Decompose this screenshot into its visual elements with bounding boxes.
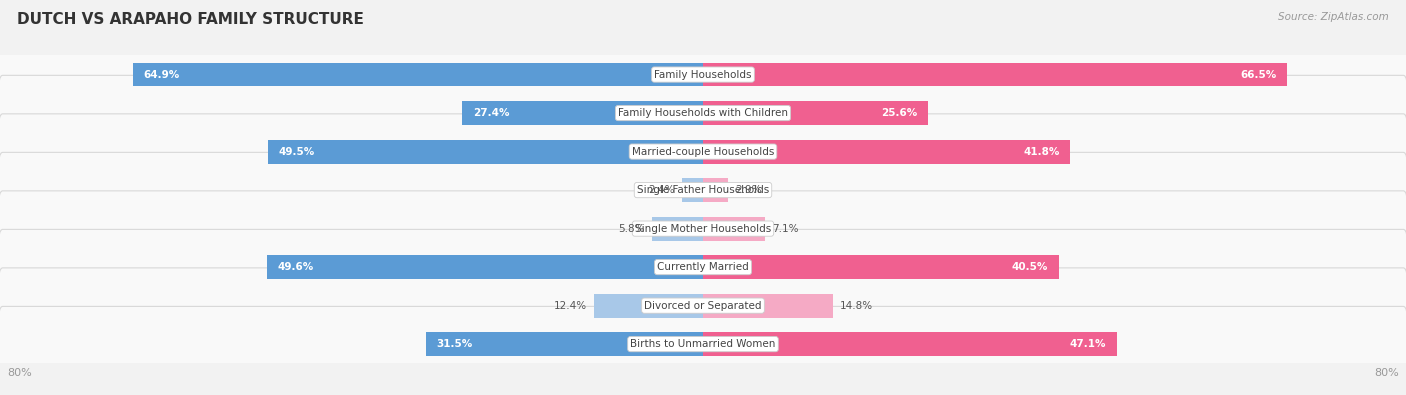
Text: Births to Unmarried Women: Births to Unmarried Women — [630, 339, 776, 349]
FancyBboxPatch shape — [0, 191, 1406, 266]
FancyBboxPatch shape — [0, 268, 1406, 343]
Bar — [267, 255, 703, 279]
Text: 41.8%: 41.8% — [1024, 147, 1060, 156]
Text: 80%: 80% — [1374, 368, 1399, 378]
Bar — [269, 140, 703, 164]
Text: 49.6%: 49.6% — [278, 262, 314, 272]
Text: Single Mother Households: Single Mother Households — [636, 224, 770, 233]
Text: 49.5%: 49.5% — [278, 147, 315, 156]
FancyBboxPatch shape — [0, 37, 1406, 112]
Text: Married-couple Households: Married-couple Households — [631, 147, 775, 156]
Text: 66.5%: 66.5% — [1240, 70, 1277, 79]
Text: 80%: 80% — [7, 368, 32, 378]
Bar — [682, 178, 703, 202]
Bar — [703, 101, 928, 125]
FancyBboxPatch shape — [0, 152, 1406, 228]
Text: Divorced or Separated: Divorced or Separated — [644, 301, 762, 310]
Bar — [703, 294, 832, 318]
Text: DUTCH VS ARAPAHO FAMILY STRUCTURE: DUTCH VS ARAPAHO FAMILY STRUCTURE — [17, 12, 364, 27]
Bar — [652, 217, 703, 241]
Text: 2.4%: 2.4% — [648, 185, 675, 195]
Text: 14.8%: 14.8% — [841, 301, 873, 310]
Bar — [593, 294, 703, 318]
Bar — [426, 332, 703, 356]
Text: Family Households with Children: Family Households with Children — [619, 108, 787, 118]
Text: Currently Married: Currently Married — [657, 262, 749, 272]
Bar — [703, 217, 765, 241]
Text: 12.4%: 12.4% — [554, 301, 588, 310]
Text: 31.5%: 31.5% — [437, 339, 472, 349]
Bar — [463, 101, 703, 125]
Text: 64.9%: 64.9% — [143, 70, 180, 79]
FancyBboxPatch shape — [0, 114, 1406, 189]
Bar — [132, 63, 703, 87]
Bar — [703, 255, 1059, 279]
FancyBboxPatch shape — [0, 75, 1406, 151]
Text: Source: ZipAtlas.com: Source: ZipAtlas.com — [1278, 12, 1389, 22]
Bar — [703, 332, 1116, 356]
Text: Family Households: Family Households — [654, 70, 752, 79]
Text: 5.8%: 5.8% — [619, 224, 645, 233]
Text: 2.9%: 2.9% — [735, 185, 762, 195]
Bar — [703, 178, 728, 202]
FancyBboxPatch shape — [0, 229, 1406, 305]
Text: Single Father Households: Single Father Households — [637, 185, 769, 195]
Bar — [703, 140, 1070, 164]
FancyBboxPatch shape — [0, 307, 1406, 382]
Text: 7.1%: 7.1% — [772, 224, 799, 233]
Text: 27.4%: 27.4% — [472, 108, 509, 118]
Text: 25.6%: 25.6% — [882, 108, 917, 118]
Bar — [703, 63, 1288, 87]
Text: 40.5%: 40.5% — [1012, 262, 1049, 272]
Text: 47.1%: 47.1% — [1070, 339, 1107, 349]
